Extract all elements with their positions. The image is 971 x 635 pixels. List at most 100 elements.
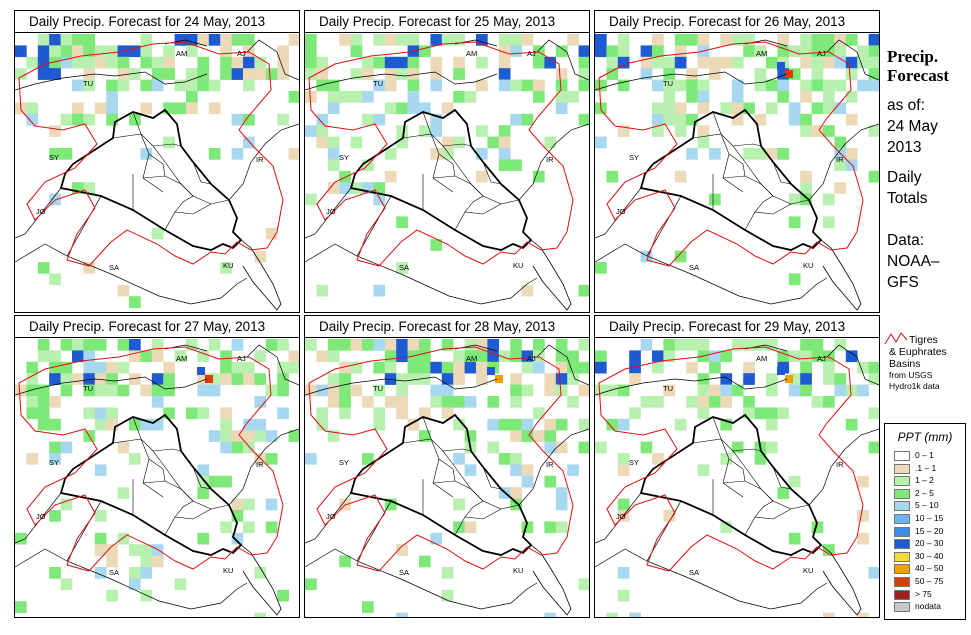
- legend-label: 0 – 1: [915, 450, 934, 460]
- data-line: Data:: [887, 232, 925, 249]
- precip-cell: [49, 273, 61, 286]
- precip-cell: [617, 125, 630, 137]
- country-border: [356, 500, 538, 610]
- precip-cell: [350, 136, 363, 149]
- country-label: KU: [803, 261, 813, 270]
- province-border: [164, 199, 230, 231]
- panel-title: Daily Precip. Forecast for 25 May, 2013: [305, 11, 589, 33]
- precip-cell: [430, 125, 443, 137]
- legend-title: PPT (mm): [897, 430, 953, 444]
- precip-cell: [129, 296, 141, 308]
- precip-cell: [652, 113, 664, 126]
- precip-cell: [49, 441, 61, 454]
- precip-cell: [731, 441, 744, 454]
- precip-cell: [555, 418, 568, 431]
- precip-cell: [788, 102, 801, 115]
- precip-cell: [220, 407, 232, 420]
- precip-cell: [595, 262, 607, 274]
- precip-cell: [277, 339, 289, 351]
- precip-cell: [407, 373, 420, 385]
- precip-cell: [788, 350, 801, 363]
- precip-cell: [544, 521, 557, 534]
- precip-cell: [243, 441, 255, 454]
- precip-cell: [743, 339, 755, 351]
- province-border: [732, 448, 762, 452]
- precip-cell: [578, 418, 589, 431]
- precip-cell: [555, 384, 568, 397]
- precip-cell: [857, 612, 869, 617]
- precip-cell: [544, 430, 557, 442]
- precip-cell: [498, 56, 511, 69]
- precip-cell: [208, 384, 221, 397]
- precip-cell: [811, 45, 824, 58]
- precip-cell: [15, 384, 27, 397]
- daily-line: Daily: [887, 169, 922, 186]
- country-label: SA: [689, 263, 699, 272]
- precip-cell: [441, 407, 454, 420]
- precip-cell: [37, 262, 50, 274]
- precip-cell: [197, 475, 210, 488]
- precip-cell: [823, 612, 835, 617]
- country-label: IR: [546, 460, 554, 469]
- precip-cell: [731, 102, 744, 115]
- precip-cell: [151, 227, 164, 240]
- precip-cell: [197, 79, 210, 92]
- precip-cell: [697, 91, 710, 103]
- country-border: [66, 195, 248, 305]
- panel-title: Daily Precip. Forecast for 26 May, 2013: [595, 11, 879, 33]
- precip-cell: [606, 56, 619, 69]
- precip-cell: [868, 567, 879, 579]
- precip-cell: [430, 532, 443, 545]
- country-border: [518, 428, 589, 506]
- precip-cell: [316, 113, 329, 126]
- iraq-border: [639, 108, 823, 251]
- precip-cell: [811, 396, 824, 408]
- precip-cell: [94, 45, 107, 58]
- precip-cell: [453, 56, 465, 69]
- precip-cell: [197, 350, 210, 363]
- precip-cell: [327, 373, 340, 385]
- precip-cell: [60, 361, 73, 374]
- precip-cell: [327, 339, 340, 351]
- precip-cell: [453, 396, 465, 408]
- precip-cell: [186, 45, 198, 58]
- precip-cell: [288, 361, 299, 374]
- precip-cell: [231, 339, 244, 351]
- province-border: [422, 416, 484, 502]
- precip-cell: [578, 45, 589, 58]
- precip-cell: [845, 113, 858, 126]
- precip-cell: [396, 102, 408, 115]
- precip-cell: [476, 148, 488, 160]
- country-label: AM: [756, 354, 767, 363]
- precip-cell: [617, 45, 630, 58]
- precip-cell: [743, 102, 755, 115]
- precip-cell: [37, 34, 50, 46]
- precip-cell: [94, 373, 107, 385]
- precip-cell: [845, 56, 858, 69]
- precip-cell: [49, 56, 61, 69]
- precip-cell: [49, 453, 61, 465]
- country-border: [826, 39, 879, 81]
- precip-cell: [129, 373, 141, 385]
- precip-grid: [15, 339, 299, 617]
- precip-cell: [555, 441, 568, 454]
- precip-cell: [510, 34, 522, 46]
- precip-cell: [487, 136, 500, 149]
- precip-cell: [834, 102, 847, 115]
- country-label: KU: [513, 566, 523, 575]
- precip-cell: [453, 68, 465, 80]
- precip-cell: [823, 34, 835, 46]
- precip-cell: [26, 384, 39, 397]
- precip-cell: [720, 418, 733, 431]
- precip-cell: [788, 273, 801, 286]
- precip-cell: [430, 239, 443, 251]
- precip-cell: [151, 339, 164, 351]
- country-border: [15, 376, 208, 396]
- precip-cell: [555, 373, 568, 385]
- precip-cell: [555, 498, 568, 511]
- precip-grid: [305, 339, 589, 617]
- as-of-line: as of:: [887, 97, 925, 114]
- province-border: [402, 438, 454, 498]
- precip-cell: [208, 148, 221, 160]
- country-border: [595, 187, 642, 239]
